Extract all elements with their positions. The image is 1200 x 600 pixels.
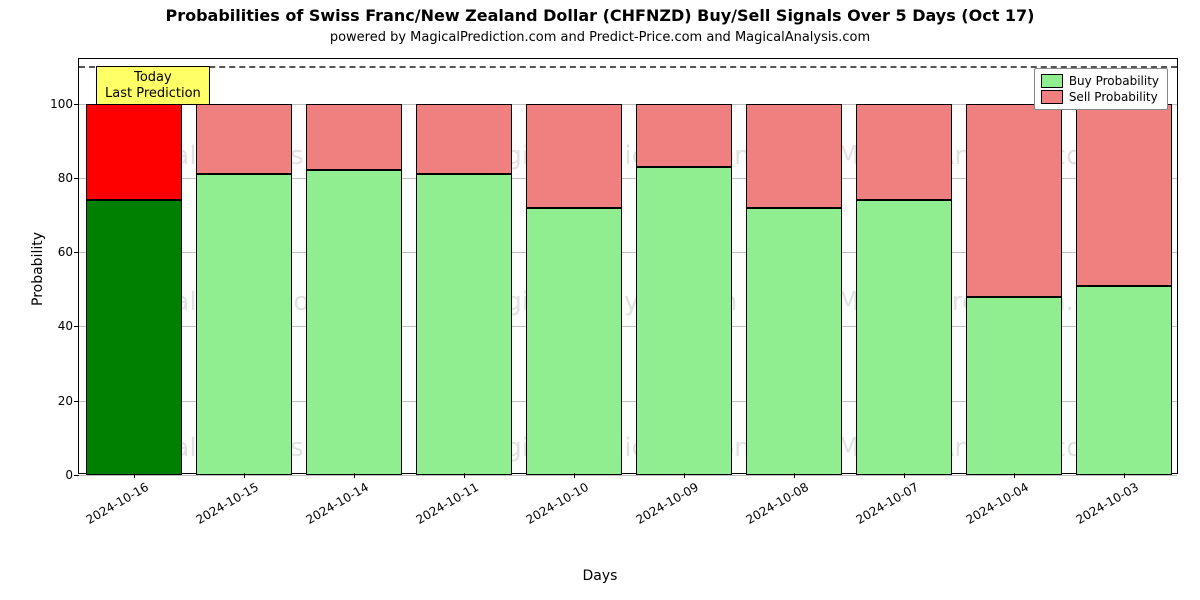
legend-item: Sell Probability	[1041, 89, 1159, 105]
xtick-label: 2024-10-14	[300, 473, 371, 527]
ytick-label: 40	[58, 319, 79, 333]
legend-label: Sell Probability	[1069, 90, 1158, 104]
reference-line	[79, 66, 1177, 68]
legend-swatch	[1041, 90, 1063, 104]
bar-sell	[966, 104, 1063, 297]
bar-sell	[856, 104, 953, 201]
today-annotation: TodayLast Prediction	[96, 66, 210, 105]
xtick-label: 2024-10-04	[960, 473, 1031, 527]
bar-buy	[856, 200, 953, 475]
ytick-label: 20	[58, 394, 79, 408]
x-axis-label: Days	[0, 568, 1200, 584]
bar-sell	[196, 104, 293, 175]
xtick-label: 2024-10-16	[80, 473, 151, 527]
ytick-label: 100	[50, 97, 79, 111]
annotation-line: Today	[105, 70, 201, 86]
bar-buy	[526, 208, 623, 475]
ytick-label: 80	[58, 171, 79, 185]
bar-sell	[306, 104, 403, 171]
bar-sell	[86, 104, 183, 201]
chart-subtitle: powered by MagicalPrediction.com and Pre…	[0, 30, 1200, 45]
bar-sell	[526, 104, 623, 208]
xtick-label: 2024-10-11	[410, 473, 481, 527]
bar-buy	[636, 167, 733, 475]
xtick-label: 2024-10-03	[1070, 473, 1141, 527]
bar-buy	[1076, 286, 1173, 475]
bar-buy	[966, 297, 1063, 475]
plot-area: 020406080100MagicalAnalysis.comMagicalPr…	[78, 58, 1178, 474]
xtick-label: 2024-10-07	[850, 473, 921, 527]
bar-sell	[416, 104, 513, 175]
xtick-label: 2024-10-15	[190, 473, 261, 527]
bar-buy	[196, 174, 293, 475]
bar-buy	[746, 208, 843, 475]
chart-title: Probabilities of Swiss Franc/New Zealand…	[0, 6, 1200, 25]
legend-label: Buy Probability	[1069, 74, 1159, 88]
bar-sell	[746, 104, 843, 208]
bar-sell	[636, 104, 733, 167]
annotation-line: Last Prediction	[105, 86, 201, 102]
legend-swatch	[1041, 74, 1063, 88]
xtick-label: 2024-10-10	[520, 473, 591, 527]
ytick-label: 60	[58, 245, 79, 259]
bar-sell	[1076, 104, 1173, 286]
legend: Buy Probability Sell Probability	[1034, 68, 1168, 110]
bar-buy	[416, 174, 513, 475]
y-axis-label: Probability	[30, 232, 46, 306]
legend-item: Buy Probability	[1041, 73, 1159, 89]
xtick-label: 2024-10-09	[630, 473, 701, 527]
bar-buy	[86, 200, 183, 475]
xtick-label: 2024-10-08	[740, 473, 811, 527]
bar-buy	[306, 170, 403, 475]
ytick-label: 0	[65, 468, 79, 482]
chart-container: Probabilities of Swiss Franc/New Zealand…	[0, 0, 1200, 600]
